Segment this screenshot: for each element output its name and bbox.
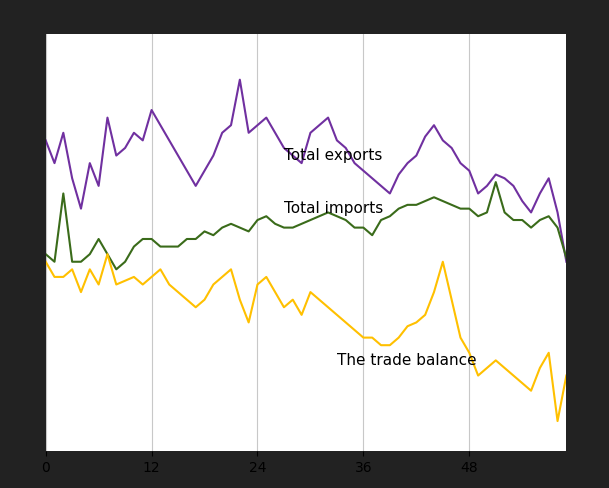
Text: Total imports: Total imports: [284, 201, 383, 216]
Text: Total exports: Total exports: [284, 148, 382, 163]
Text: The trade balance: The trade balance: [337, 353, 476, 368]
